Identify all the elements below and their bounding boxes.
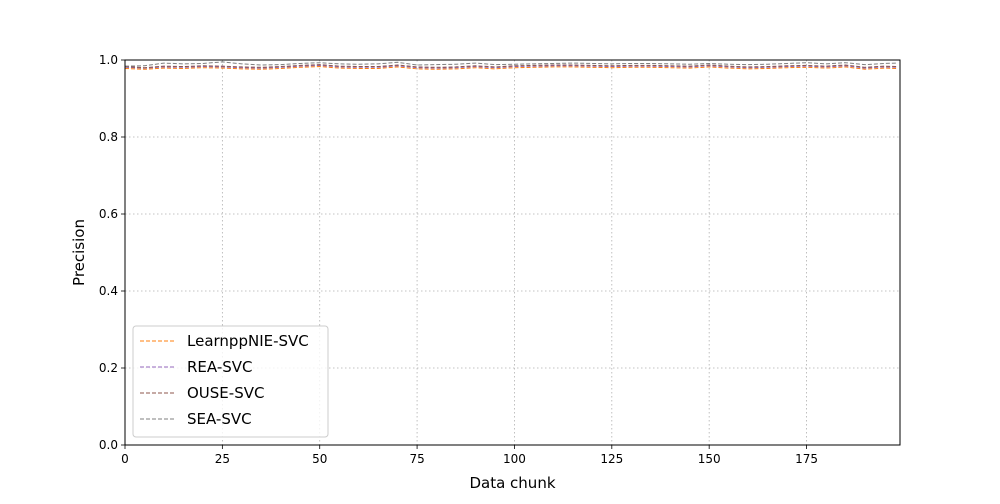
legend-box <box>132 325 329 438</box>
series-line-rea-svc <box>124 64 897 69</box>
x-tick-label: 25 <box>215 452 230 466</box>
legend-label: SEA-SVC <box>187 410 252 428</box>
y-axis-ticks: 0.0 0.2 0.4 0.6 0.8 1.0 <box>99 53 125 452</box>
x-tick-label: 75 <box>409 452 424 466</box>
x-tick-label: 100 <box>503 452 526 466</box>
legend-label: LearnppNIE-SVC <box>187 332 309 350</box>
legend-entries: LearnppNIE-SVC REA-SVC OUSE-SVC SEA-SVC <box>140 332 309 428</box>
legend: LearnppNIE-SVC REA-SVC OUSE-SVC SEA-SVC <box>132 325 329 438</box>
x-tick-label: 175 <box>795 452 818 466</box>
x-tick-label: 0 <box>121 452 129 466</box>
series-line-ouse-svc <box>124 64 897 69</box>
y-tick-label: 0.2 <box>99 361 118 375</box>
x-tick-label: 50 <box>312 452 327 466</box>
legend-label: OUSE-SVC <box>187 384 264 402</box>
y-tick-label: 0.8 <box>99 130 118 144</box>
x-tick-label: 150 <box>698 452 721 466</box>
series-line-sea-svc <box>124 61 897 67</box>
x-tick-label: 125 <box>600 452 623 466</box>
y-tick-label: 0.4 <box>99 284 118 298</box>
x-axis-ticks: 0 25 50 75 100 125 150 175 <box>121 445 818 466</box>
y-tick-label: 0.0 <box>99 438 118 452</box>
y-tick-label: 0.6 <box>99 207 118 221</box>
plot-frame <box>124 59 901 446</box>
y-axis-label: Precision <box>70 219 88 286</box>
x-axis-label: Data chunk <box>469 474 555 492</box>
legend-label: REA-SVC <box>187 358 253 376</box>
series-lines <box>124 61 897 70</box>
series-line-learnppnie-svc <box>124 66 897 70</box>
y-tick-label: 1.0 <box>99 53 118 67</box>
